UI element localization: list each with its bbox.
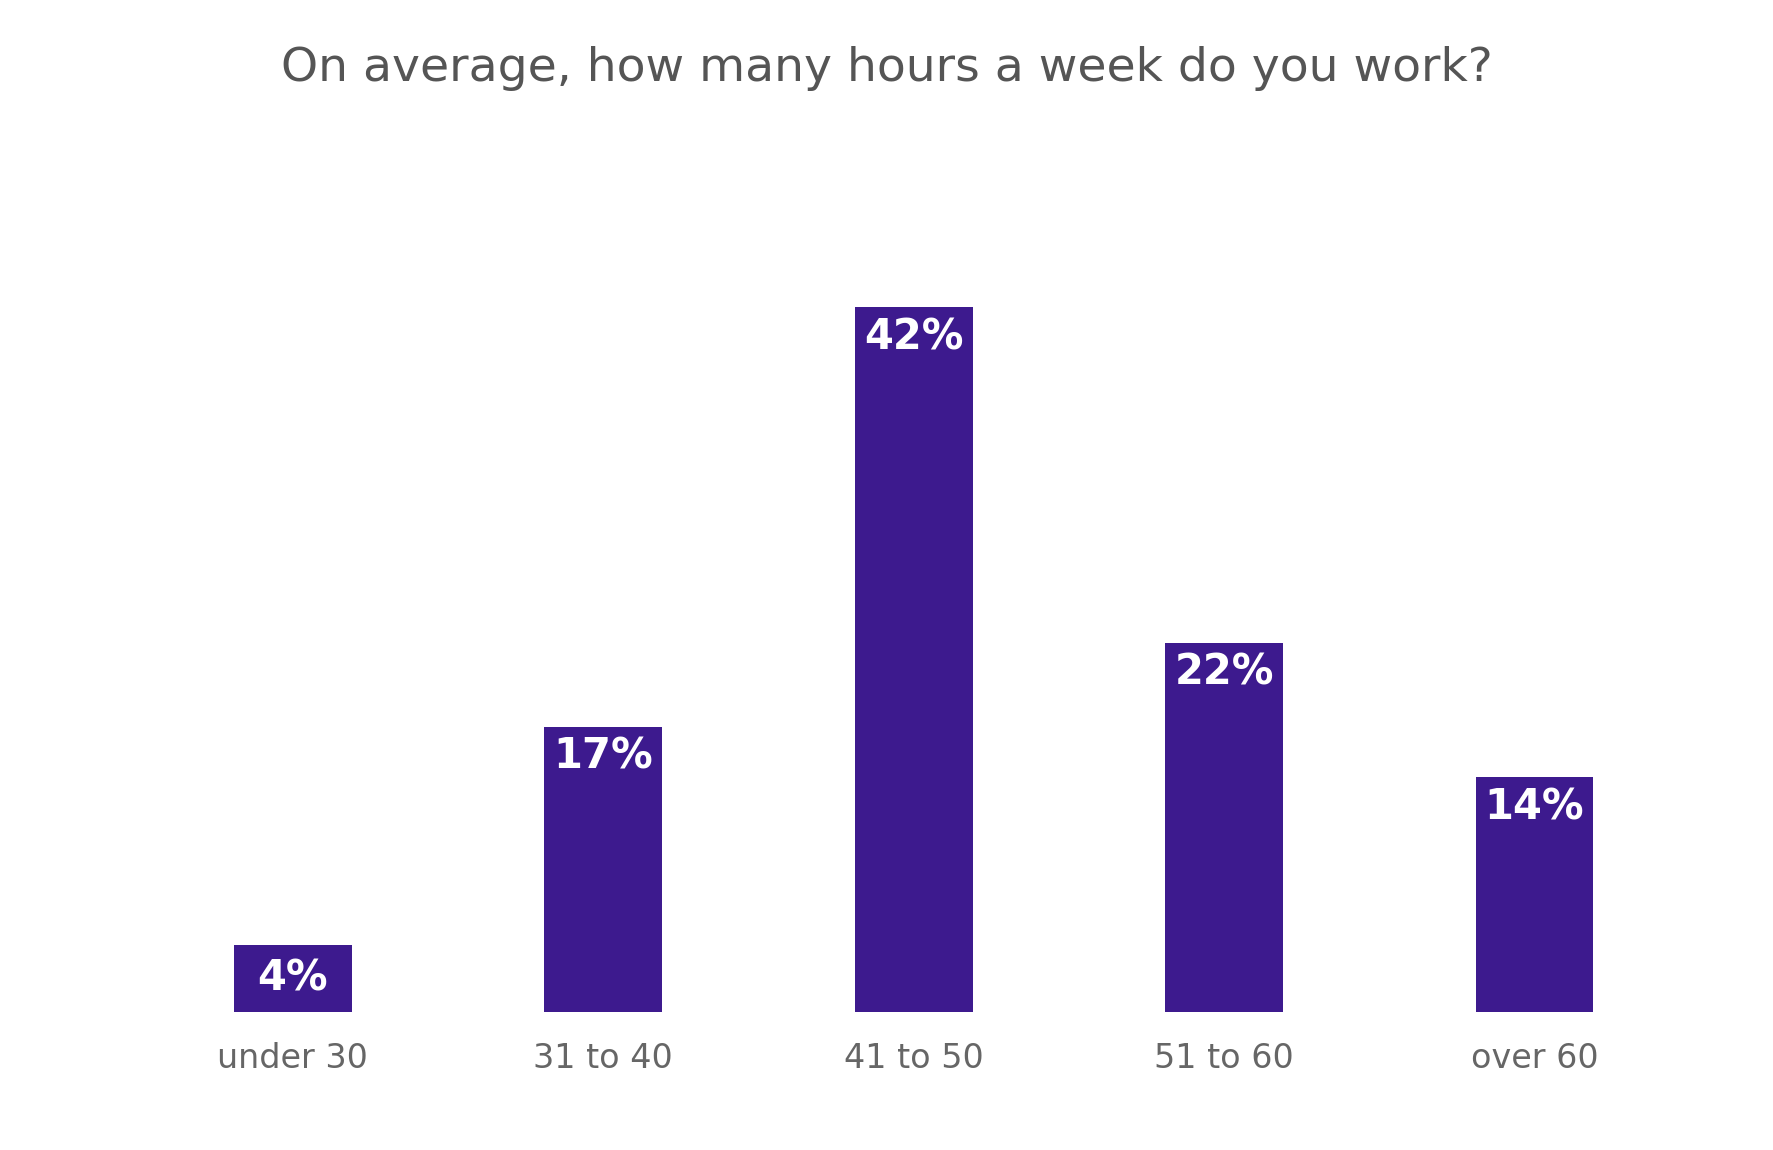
Bar xyxy=(234,945,351,1012)
Text: 4%: 4% xyxy=(257,958,328,999)
Text: 14%: 14% xyxy=(1484,787,1583,828)
Text: 17%: 17% xyxy=(553,736,652,777)
Bar xyxy=(855,307,972,1012)
Bar xyxy=(544,727,661,1012)
Text: On average, how many hours a week do you work?: On average, how many hours a week do you… xyxy=(280,46,1493,91)
Bar xyxy=(1475,777,1592,1012)
Text: 42%: 42% xyxy=(863,316,963,358)
Bar xyxy=(1165,643,1282,1012)
Text: 22%: 22% xyxy=(1174,652,1273,693)
